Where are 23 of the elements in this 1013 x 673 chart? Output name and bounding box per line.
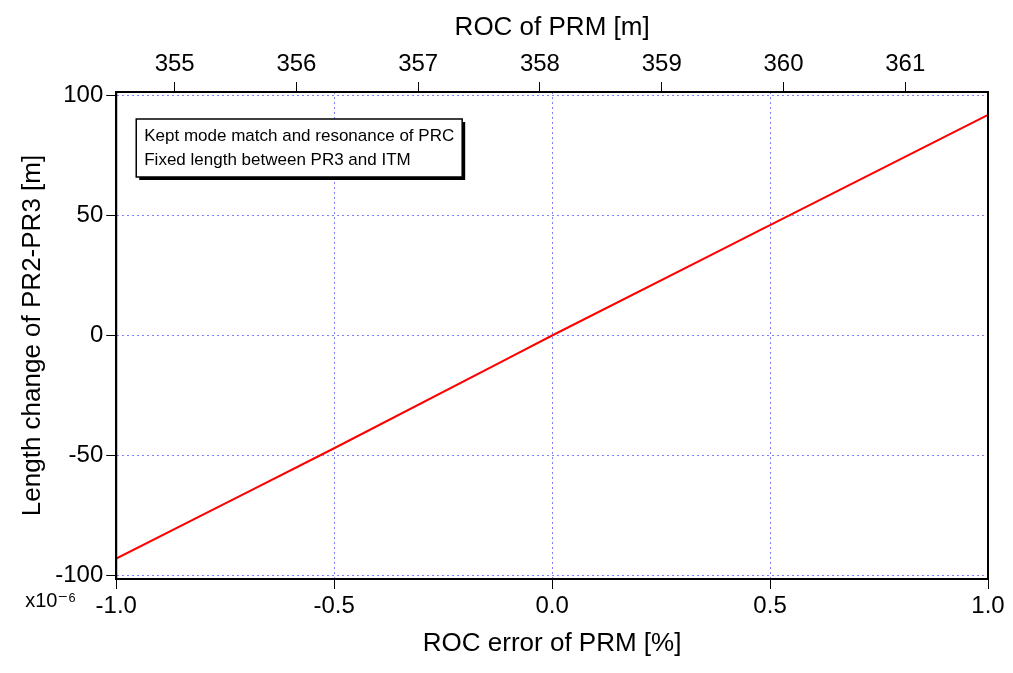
- x-tick-label: -1.0: [95, 591, 137, 619]
- x2-tick-label: 356: [276, 49, 317, 77]
- x2-axis-title: ROC of PRM [m]: [454, 10, 650, 41]
- y-tick-label: 0: [89, 320, 104, 348]
- y-tick-label: 50: [76, 200, 104, 228]
- y-axis-title: Length change of PR2-PR3 [m]: [15, 154, 46, 517]
- x2-tick-label: 359: [641, 49, 682, 77]
- x-tick-label: 0.0: [535, 591, 569, 619]
- annotation: Fixed length between PR3 and ITM: [144, 149, 411, 169]
- x-axis-title: ROC error of PRM [%]: [422, 626, 682, 657]
- x2-tick-label: 357: [398, 49, 439, 77]
- x-tick-label: 0.5: [753, 591, 787, 619]
- x-tick-label: 1.0: [971, 591, 1005, 619]
- x2-tick-label: 360: [763, 49, 804, 77]
- x-tick-label: -0.5: [313, 591, 355, 619]
- x2-tick-label: 361: [885, 49, 926, 77]
- x2-tick-label: 355: [154, 49, 195, 77]
- text: x10⁻⁶: [25, 588, 77, 611]
- x2-tick-label: 358: [519, 49, 560, 77]
- y-tick-label: -100: [55, 560, 104, 588]
- y-tick-label: 100: [63, 80, 104, 108]
- annotation: Kept mode match and resonance of PRC: [144, 125, 455, 145]
- y-tick-label: -50: [68, 440, 104, 468]
